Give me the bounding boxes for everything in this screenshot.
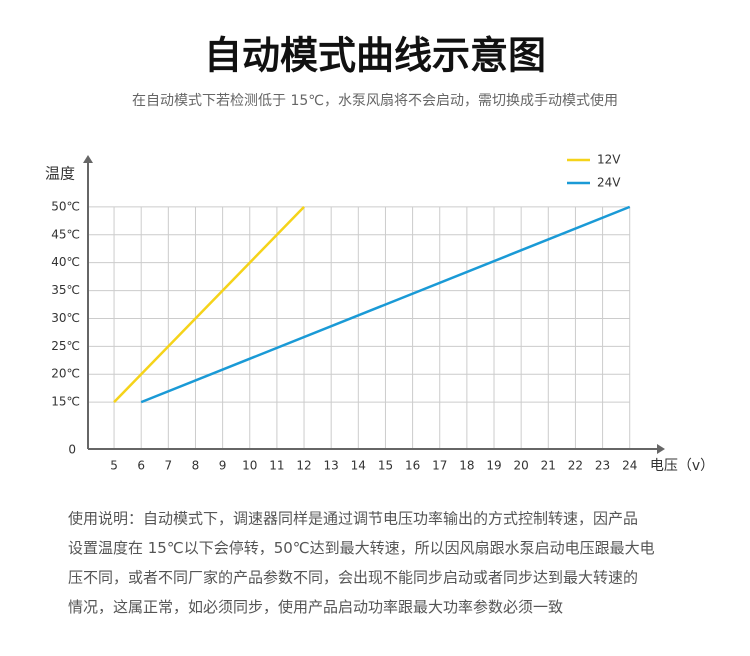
y-tick-label: 30℃ — [51, 311, 80, 325]
x-tick-label: 24 — [622, 459, 637, 473]
x-tick-label: 14 — [351, 459, 366, 473]
x-tick-label: 15 — [378, 459, 393, 473]
series-line — [113, 206, 305, 404]
description-line: 情况，这属正常，如必须同步，使用产品启动功率跟最大功率参数必须一致 — [68, 598, 563, 616]
x-tick-label: 18 — [459, 459, 474, 473]
x-tick-label: 23 — [595, 459, 610, 473]
y-tick-label: 40℃ — [51, 255, 80, 269]
x-tick-label: 7 — [165, 459, 173, 473]
y-tick-label: 45℃ — [51, 227, 80, 241]
x-tick-label: 22 — [568, 459, 583, 473]
x-tick-label: 20 — [514, 459, 529, 473]
x-tick-label: 12 — [296, 459, 311, 473]
y-axis-arrow — [83, 155, 93, 163]
x-tick-label: 10 — [242, 459, 257, 473]
x-axis-label: 电压（v） — [650, 458, 714, 474]
legend-label: 24V — [597, 176, 621, 190]
x-axis-arrow — [657, 444, 665, 454]
x-tick-label: 5 — [110, 459, 118, 473]
y-tick-label: 15℃ — [51, 395, 80, 409]
x-tick-label: 21 — [541, 459, 556, 473]
description-line: 压不同，或者不同厂家的产品参数不同，会出现不能同步启动或者同步达到最大转速的 — [68, 569, 638, 587]
x-tick-label: 8 — [192, 459, 200, 473]
y-tick-label: 35℃ — [51, 283, 80, 297]
y-axis-label: 温度 — [45, 165, 75, 183]
x-tick-label: 9 — [219, 459, 227, 473]
x-tick-label: 13 — [324, 459, 339, 473]
x-tick-label: 17 — [432, 459, 447, 473]
description-line: 设置温度在 15℃以下会停转，50℃达到最大转速，所以因风扇跟水泵启动电压跟最大… — [68, 539, 655, 557]
chart-subtitle: 在自动模式下若检测低于 15℃，水泵风扇将不会启动，需切换成手动模式使用 — [132, 92, 618, 109]
x-tick-label: 11 — [269, 459, 284, 473]
series-line — [140, 205, 631, 404]
x-tick-label: 6 — [137, 459, 145, 473]
description-line: 使用说明：自动模式下，调速器同样是通过调节电压功率输出的方式控制转速，因产品 — [68, 510, 638, 528]
y-tick-label: 25℃ — [51, 339, 80, 353]
x-tick-label: 19 — [486, 459, 501, 473]
chart-title: 自动模式曲线示意图 — [204, 34, 546, 78]
x-tick-label: 16 — [405, 459, 420, 473]
y-tick-label: 50℃ — [51, 199, 80, 213]
origin-label: 0 — [68, 443, 76, 457]
y-tick-label: 20℃ — [51, 367, 80, 381]
legend-label: 12V — [597, 153, 621, 167]
